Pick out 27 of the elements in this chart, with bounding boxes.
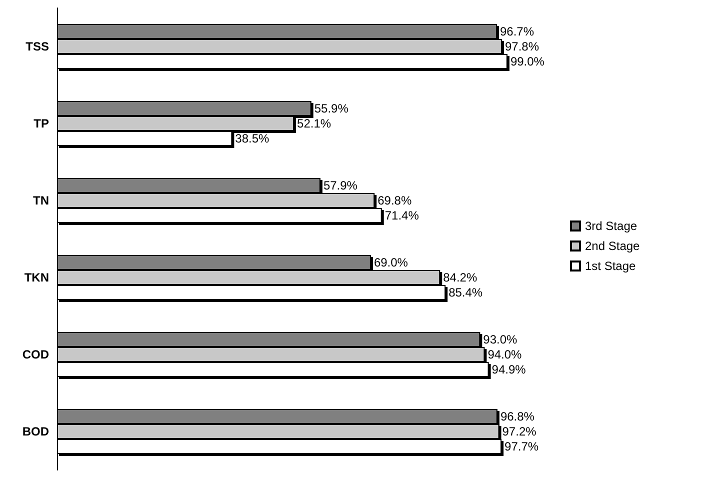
y-tick-label: TKN xyxy=(24,270,49,284)
y-tick-label: BOD xyxy=(22,424,50,438)
data-label: 99.0% xyxy=(510,54,545,68)
data-label: 94.9% xyxy=(492,362,526,376)
y-tick-label: TP xyxy=(34,116,49,130)
data-label: 69.8% xyxy=(378,194,412,208)
y-tick-label: TSS xyxy=(26,40,49,54)
data-label: 84.2% xyxy=(443,270,478,284)
data-label: 71.4% xyxy=(384,208,420,222)
legend-label: 2nd Stage xyxy=(585,239,640,253)
data-label: 93.0% xyxy=(483,332,518,346)
data-label: 96.7% xyxy=(500,24,534,38)
data-label: 97.7% xyxy=(504,440,539,454)
data-label: 94.0% xyxy=(488,348,522,362)
data-label: 69.0% xyxy=(374,256,408,270)
data-label: 96.8% xyxy=(500,410,535,424)
data-label: 97.2% xyxy=(502,424,537,438)
legend-label: 1st Stage xyxy=(585,259,636,273)
data-label: 55.9% xyxy=(314,102,349,116)
y-tick-label: COD xyxy=(22,348,50,362)
data-label: 97.8% xyxy=(504,40,540,54)
data-label: 52.1% xyxy=(297,116,332,130)
data-label: 57.9% xyxy=(323,178,358,192)
legend-label: 3rd Stage xyxy=(585,219,638,233)
y-tick-label: TN xyxy=(33,194,49,208)
data-label: 85.4% xyxy=(448,286,483,300)
data-label: 38.5% xyxy=(235,132,270,146)
